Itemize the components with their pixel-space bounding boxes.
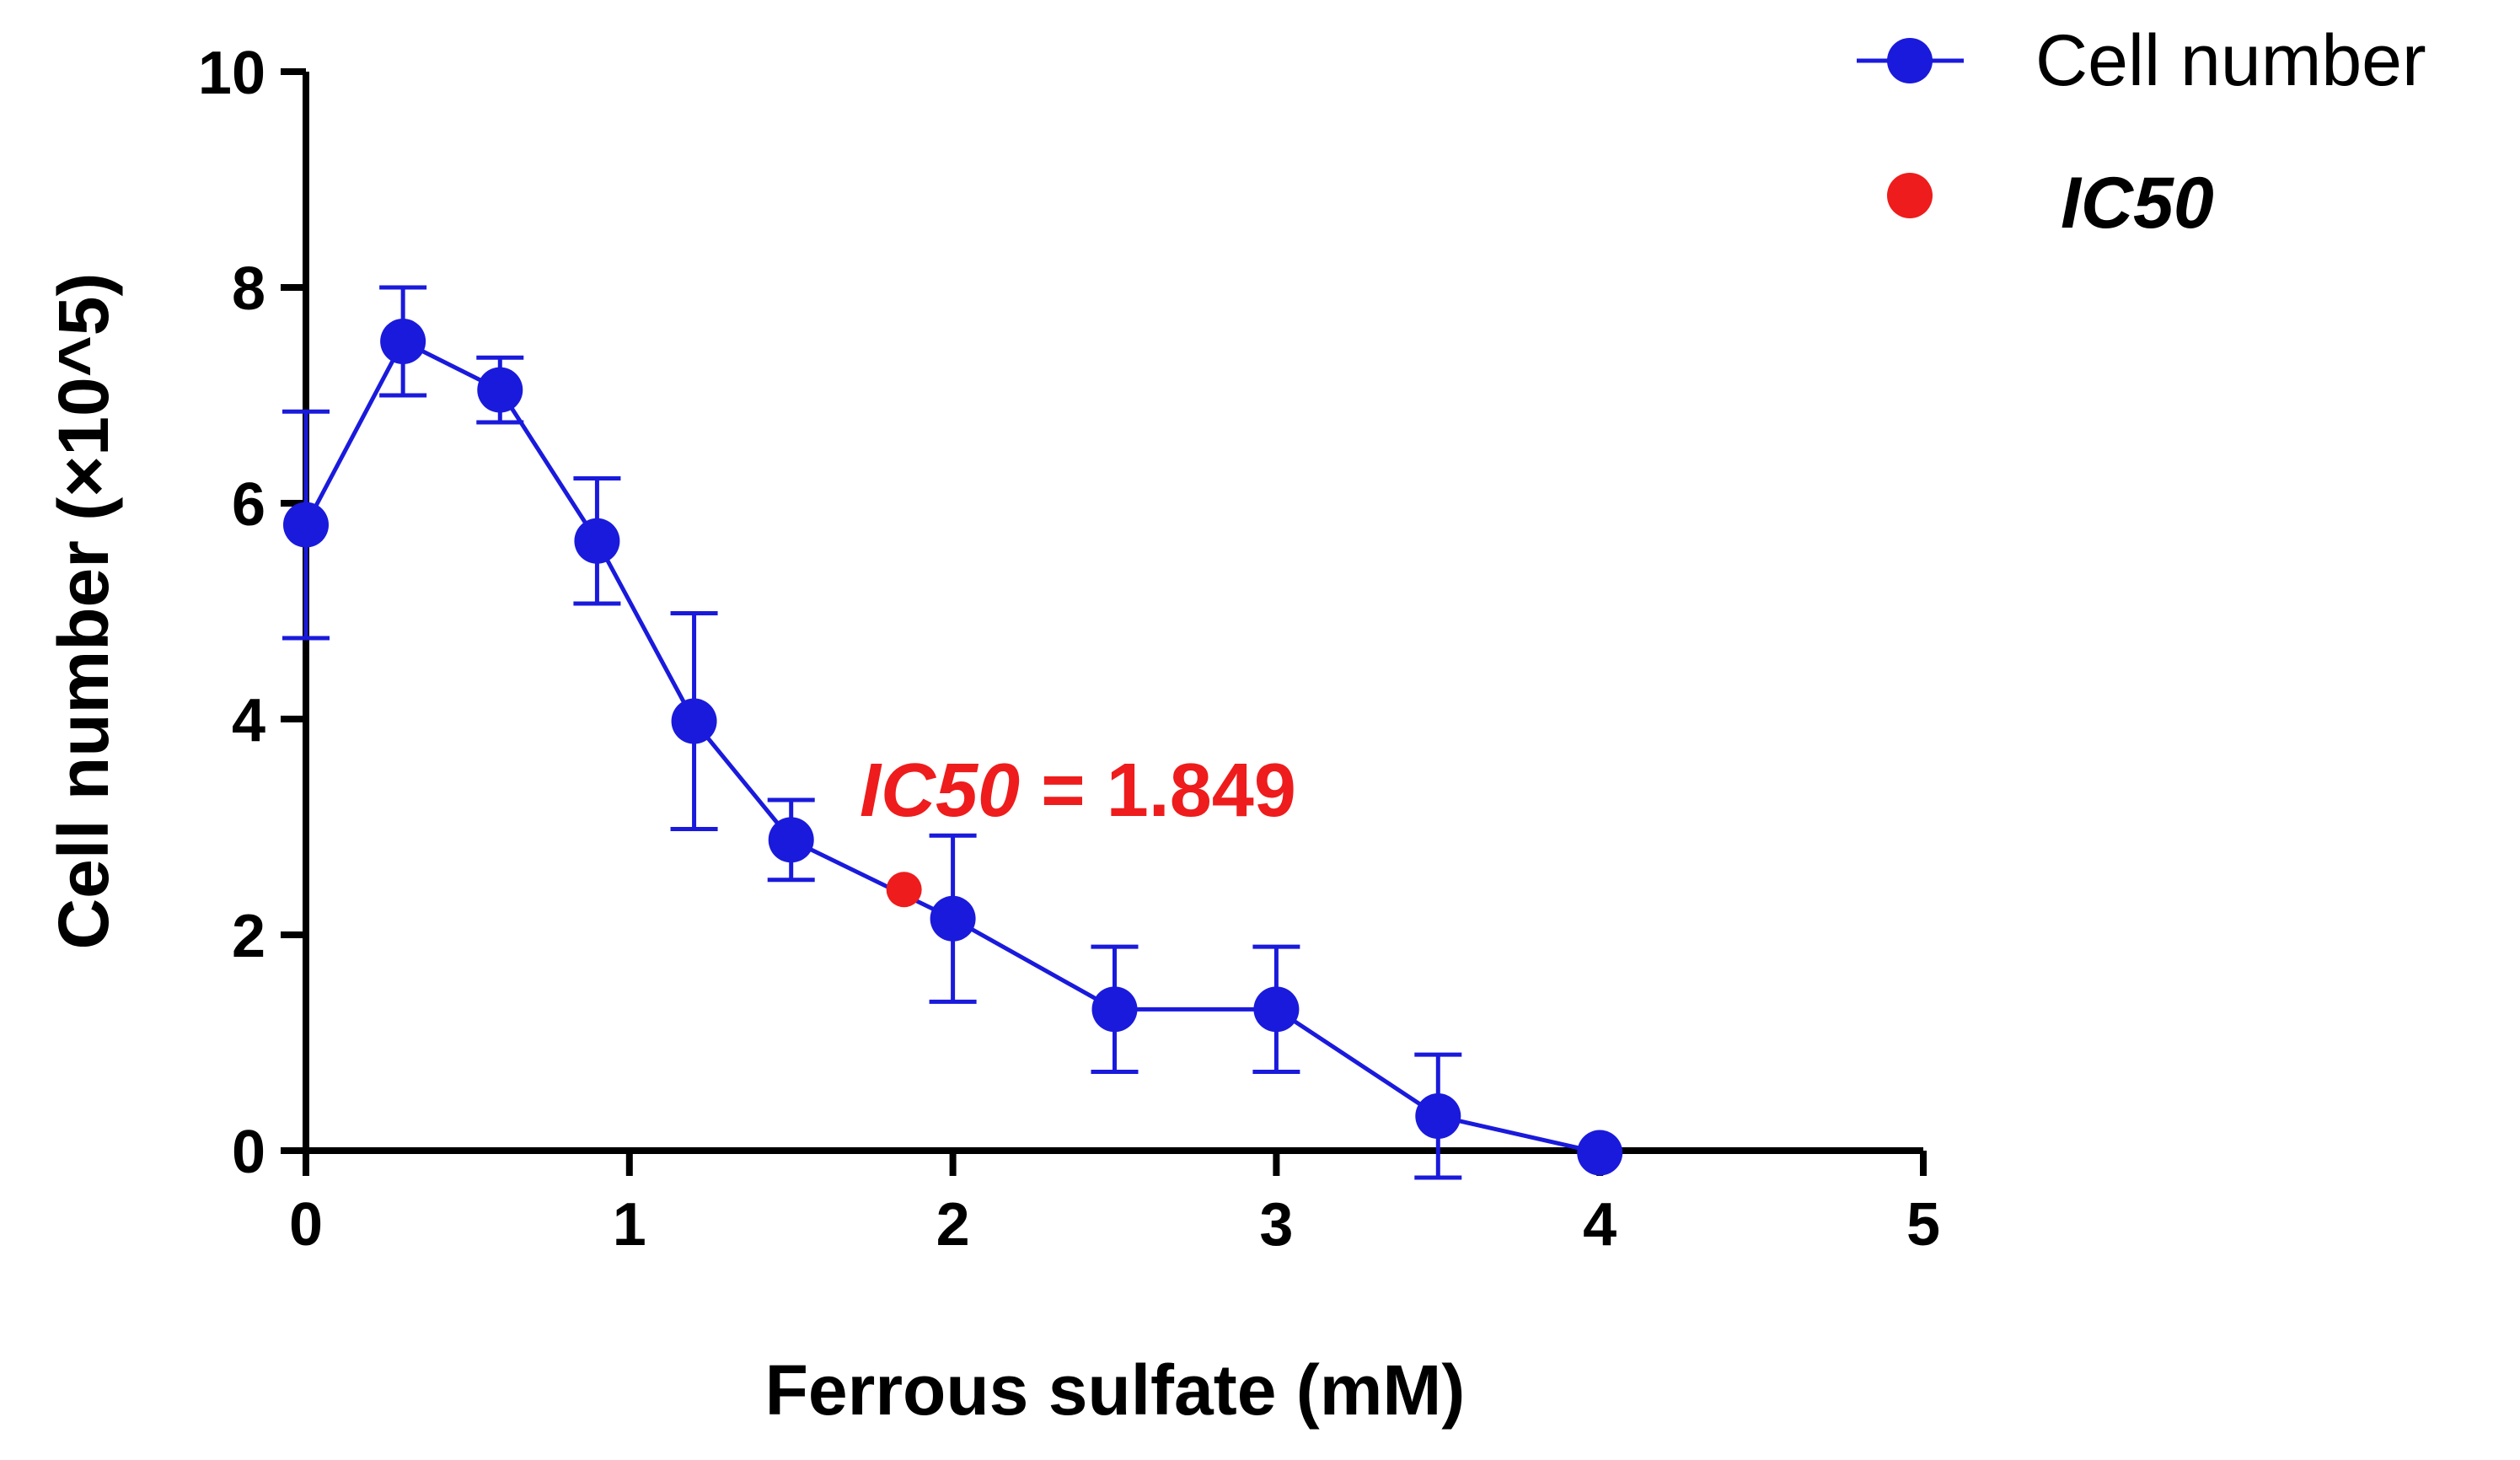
error-bars bbox=[282, 285, 1462, 1180]
ic50-point bbox=[886, 872, 922, 908]
y-tick-label: 6 bbox=[232, 471, 265, 539]
legend-label: Cell number bbox=[2035, 20, 2426, 101]
data-point bbox=[477, 367, 523, 413]
legend-item-cell-number: Cell number bbox=[1857, 20, 2426, 101]
x-tick-label: 5 bbox=[1906, 1191, 1940, 1259]
y-tick-label: 4 bbox=[232, 687, 265, 754]
y-tick-label: 10 bbox=[198, 40, 265, 107]
ic50-annotation-equals: = bbox=[1020, 749, 1107, 833]
data-point bbox=[1415, 1093, 1461, 1140]
legend-item-ic50: IC50 bbox=[1887, 163, 2214, 244]
x-tick-label: 1 bbox=[613, 1191, 646, 1259]
y-tick-label: 8 bbox=[232, 255, 265, 323]
data-point bbox=[1577, 1130, 1623, 1176]
legend: Cell number IC50 bbox=[1857, 20, 2426, 244]
data-point bbox=[1091, 986, 1138, 1033]
ic50-annotation-value: 1.849 bbox=[1107, 749, 1296, 833]
y-axis-title: Cell number (×10^5) bbox=[44, 273, 123, 950]
legend-label: IC50 bbox=[2061, 163, 2214, 244]
legend-marker bbox=[1887, 38, 1933, 83]
legend-marker bbox=[1887, 173, 1933, 218]
data-point bbox=[283, 502, 329, 548]
ic50-annotation: IC50 = 1.849 bbox=[860, 749, 1296, 833]
x-tick-label: 3 bbox=[1259, 1191, 1293, 1259]
data-point bbox=[671, 698, 717, 744]
series-lines bbox=[303, 339, 1600, 1155]
data-points bbox=[283, 319, 1623, 1176]
y-tick-label: 0 bbox=[232, 1119, 265, 1186]
data-point bbox=[768, 817, 814, 863]
axis-titles: Ferrous sulfate (mM) Cell number (×10^5) bbox=[44, 273, 1465, 1430]
series-line-cell-number bbox=[303, 339, 1600, 1155]
x-axis-title: Ferrous sulfate (mM) bbox=[765, 1350, 1466, 1430]
tick-labels: 0 1 2 3 4 5 0 2 4 6 8 10 bbox=[198, 40, 1940, 1259]
data-point bbox=[380, 319, 426, 364]
x-tick-label: 4 bbox=[1583, 1191, 1617, 1259]
ticks bbox=[281, 68, 1927, 1176]
data-point bbox=[930, 895, 976, 942]
annotation-layer: IC50 = 1.849 bbox=[860, 749, 1296, 833]
ic50-annotation-label: IC50 bbox=[860, 749, 1020, 833]
data-point bbox=[1253, 986, 1300, 1033]
y-tick-label: 2 bbox=[232, 903, 265, 970]
data-point bbox=[574, 518, 620, 564]
x-tick-label: 0 bbox=[289, 1191, 323, 1259]
x-tick-label: 2 bbox=[936, 1191, 970, 1259]
